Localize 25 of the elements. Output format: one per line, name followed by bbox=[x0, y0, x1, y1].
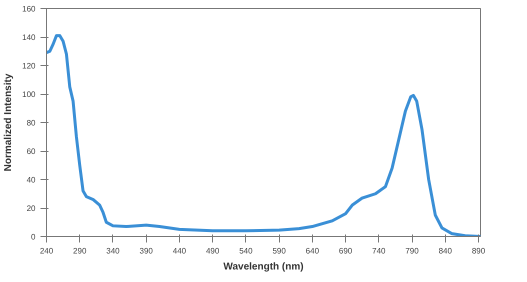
x-tick-label: 890 bbox=[472, 246, 486, 256]
y-tick-label: 40 bbox=[26, 176, 36, 184]
y-tick-label: 0 bbox=[31, 232, 36, 242]
y-tick-label: 140 bbox=[22, 33, 36, 42]
x-tick-label: 540 bbox=[239, 246, 254, 256]
x-tick-label: 240 bbox=[40, 246, 54, 256]
x-tick-label: 340 bbox=[106, 246, 120, 256]
x-tick-label: 790 bbox=[405, 246, 420, 256]
x-tick-label: 640 bbox=[306, 246, 320, 256]
x-tick-label: 390 bbox=[140, 246, 154, 256]
x-tick-label: 690 bbox=[338, 246, 353, 256]
x-tick-label: 840 bbox=[438, 246, 452, 256]
x-tick-label: 290 bbox=[73, 246, 87, 256]
x-axis-title: Wavelength (nm) bbox=[223, 262, 304, 272]
x-tick-label: 490 bbox=[206, 246, 220, 256]
x-tick-label: 590 bbox=[272, 246, 286, 256]
y-tick-label: 100 bbox=[22, 90, 36, 99]
y-tick-label: 60 bbox=[26, 147, 36, 156]
y-tick-label: 80 bbox=[26, 118, 36, 128]
y-axis-title: Normalized Intensity bbox=[3, 73, 14, 172]
x-tick-label: 740 bbox=[372, 246, 386, 256]
x-tick-label: 440 bbox=[172, 246, 187, 256]
y-tick-label: 160 bbox=[22, 4, 36, 14]
y-tick-label: 20 bbox=[26, 204, 36, 213]
y-tick-label: 120 bbox=[22, 62, 36, 70]
